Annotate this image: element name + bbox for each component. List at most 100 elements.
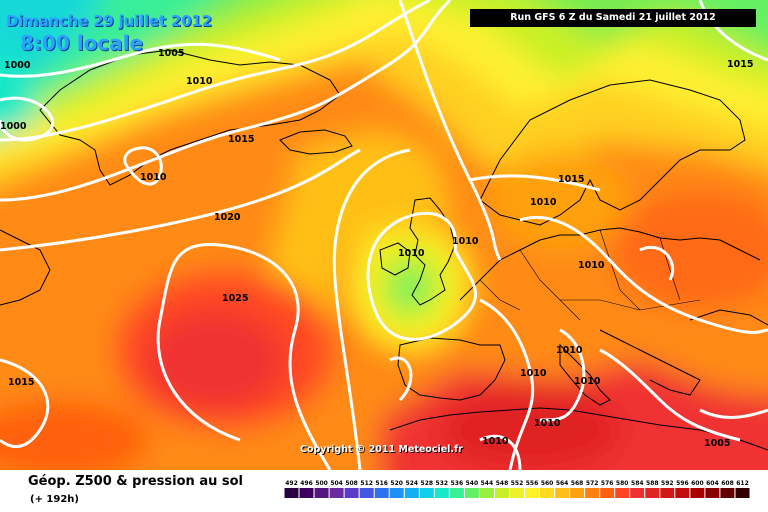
- isobar-label: 1010: [556, 345, 583, 356]
- isobar-label: 1005: [704, 438, 730, 449]
- scale-swatch: [705, 488, 720, 498]
- scale-swatch: [449, 488, 464, 498]
- borders: [479, 229, 701, 321]
- isobar-label: 1010: [578, 260, 605, 271]
- scale-tick-label: 576: [601, 480, 614, 487]
- scale-swatch: [570, 488, 585, 498]
- scale-swatch: [585, 488, 600, 498]
- isobar-line: [0, 0, 452, 202]
- scale-tick-label: 600: [691, 480, 704, 487]
- scale-tick-label: 544: [481, 480, 494, 487]
- isobar-line: [599, 348, 741, 442]
- isobar-label: 1015: [8, 377, 34, 388]
- isobar-line: [0, 96, 54, 142]
- legend-title: Géop. Z500 & pression au sol: [28, 474, 243, 489]
- scale-swatch: [660, 488, 675, 498]
- isobar-line: [698, 0, 768, 62]
- scale-swatch: [479, 488, 494, 498]
- forecast-time: 8:00 locale: [20, 31, 144, 55]
- scale-swatch: [675, 488, 690, 498]
- scale-tick-label: 536: [451, 480, 464, 487]
- isobar-label: 1005: [158, 48, 184, 59]
- scale-swatch: [735, 488, 750, 498]
- scale-tick-label: 584: [631, 480, 644, 487]
- scale-swatch: [344, 488, 359, 498]
- greenland-coast: [39, 49, 341, 186]
- isobar-line: [539, 328, 586, 422]
- isobar-label: 1000: [0, 121, 27, 132]
- scale-tick-label: 596: [676, 480, 689, 487]
- scale-tick-label: 564: [556, 480, 569, 487]
- scale-swatch: [419, 488, 434, 498]
- scale-swatch: [600, 488, 615, 498]
- scale-swatch: [389, 488, 404, 498]
- scale-tick-label: 556: [526, 480, 539, 487]
- scale-tick-label: 580: [616, 480, 629, 487]
- color-scale: 492 496 500 504 508 512 516 520 524 528 532 536 540 5…: [284, 479, 750, 499]
- isobar-line: [0, 42, 281, 78]
- scale-tick-label: 500: [315, 480, 328, 487]
- scale-swatch: [404, 488, 419, 498]
- isobar-line: [699, 408, 768, 419]
- scale-tick-label: 504: [330, 480, 343, 487]
- isobar-line: [366, 211, 478, 341]
- scale-tick-label: 540: [466, 480, 479, 487]
- scale-swatch: [329, 488, 344, 498]
- labrador-coast: [0, 229, 51, 306]
- scale-tick-label: 512: [360, 480, 373, 487]
- isobar-line: [519, 215, 768, 334]
- isobar-label: 1010: [482, 436, 509, 447]
- scale-swatch: [720, 488, 735, 498]
- scale-tick-label: 516: [375, 480, 388, 487]
- isobar-line: [156, 242, 332, 470]
- isobar-label: 1025: [222, 293, 248, 304]
- scale-tick-label: 528: [421, 480, 434, 487]
- isobar-label: 1010: [530, 197, 557, 208]
- scale-swatch: [555, 488, 570, 498]
- isobar-line: [479, 298, 535, 470]
- scale-tick-label: 520: [390, 480, 403, 487]
- scale-swatch: [374, 488, 389, 498]
- isobar-line: [469, 174, 601, 192]
- isobar-line: [0, 358, 50, 449]
- isobar-label: 1015: [228, 134, 254, 145]
- isobar-line: [332, 148, 411, 470]
- scale-tick-label: 552: [511, 480, 524, 487]
- geopotential-map: 1005 1010 1000 1000 1015 1010 1020 1025 …: [0, 0, 768, 470]
- isobar-label: 1010: [452, 236, 479, 247]
- copyright-notice: Copyright © 2011 Meteociel.fr: [300, 444, 463, 455]
- scale-swatch: [314, 488, 329, 498]
- scale-tick-label: 572: [586, 480, 599, 487]
- isobar-label: 1010: [520, 368, 547, 379]
- isobar-label: 1010: [534, 418, 561, 429]
- scandinavia-coast: [479, 79, 746, 226]
- isobar-label: 1010: [140, 172, 167, 183]
- scale-swatch: [630, 488, 645, 498]
- scale-tick-label: 524: [406, 480, 419, 487]
- scale-swatch: [434, 488, 449, 498]
- scale-swatch: [284, 488, 299, 498]
- isobar-line: [0, 0, 431, 142]
- europe-coast: [459, 227, 761, 301]
- scale-swatch: [510, 488, 524, 498]
- iceland-coast: [279, 129, 353, 155]
- isobar-label: 1015: [558, 174, 584, 185]
- scale-tick-label: 612: [736, 480, 749, 487]
- isobar-label: 1020: [214, 212, 241, 223]
- scale-swatch: [690, 488, 705, 498]
- scale-swatch: [525, 488, 539, 498]
- scale-tick-label: 496: [300, 480, 313, 487]
- isobar-labels: 1005 1010 1000 1000 1015 1010 1020 1025 …: [0, 48, 753, 449]
- isobar-label: 1000: [4, 60, 31, 71]
- scale-tick-label: 592: [661, 480, 674, 487]
- isobar-label: 1010: [186, 76, 213, 87]
- scale-tick-label: 560: [541, 480, 554, 487]
- model-run-info: Run GFS 6 Z du Samedi 21 juillet 2012: [470, 9, 756, 27]
- scale-tick-label: 508: [345, 480, 358, 487]
- isobar-line: [0, 148, 361, 252]
- scale-tick-label: 588: [646, 480, 659, 487]
- scale-tick-label: 532: [436, 480, 449, 487]
- legend-subtitle: (+ 192h): [30, 494, 79, 505]
- scale-swatch: [359, 488, 374, 498]
